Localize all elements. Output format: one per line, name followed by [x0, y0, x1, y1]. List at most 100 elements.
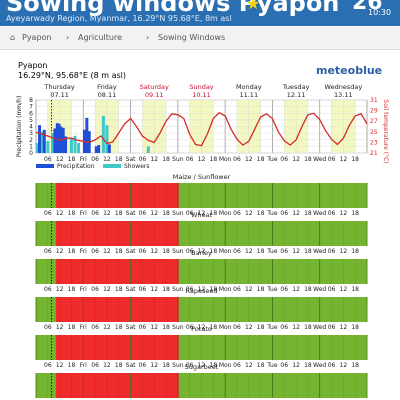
time-axis-tick-label: Wed [313, 286, 326, 293]
precipitation-tick-label: 6 [29, 110, 33, 117]
time-axis-tick-label: 06 [328, 156, 336, 163]
time-axis-tick-label: 12 [198, 362, 206, 369]
time-axis-tick-label: 06 [328, 362, 336, 369]
soil-temperature-tick-label: 27 [370, 118, 378, 125]
crop-unsuitable-band [55, 373, 179, 398]
soil-temperature-tick-label: 25 [370, 129, 378, 136]
crop-name-label: Wheat [191, 211, 213, 219]
time-axis-tick-label: 12 [292, 362, 300, 369]
crop-unsuitable-band [55, 335, 179, 360]
showers-bar [77, 143, 81, 153]
time-axis-tick-label: 18 [210, 210, 218, 217]
breadcrumb-item-agriculture[interactable]: Agriculture [78, 33, 122, 42]
time-axis-tick-label: 12 [292, 210, 300, 217]
time-axis-tick-label: 12 [150, 156, 158, 163]
time-axis-tick-label: 18 [68, 156, 76, 163]
crop-name-label: Barley [191, 249, 212, 257]
precipitation-bar [42, 129, 46, 153]
time-axis-tick-label: 12 [103, 324, 111, 331]
time-axis-tick-label: 18 [257, 286, 265, 293]
time-axis-tick-label: Wed [313, 210, 326, 217]
location-name: Pyapon [18, 61, 48, 70]
time-axis-tick-label: 18 [210, 156, 218, 163]
time-axis-tick-label: 18 [115, 362, 123, 369]
time-axis-tick-label: 06 [233, 286, 241, 293]
breadcrumb-item-place[interactable]: Pyapon [22, 33, 52, 42]
time-axis-tick-label: 18 [68, 324, 76, 331]
time-axis-tick-label: 06 [44, 286, 52, 293]
precipitation-axis-label: Precipitation (mm/h) [16, 96, 23, 158]
soil-temperature-axis-label: Soil temperature (°C) [382, 99, 389, 163]
breadcrumb-item-sowing-windows[interactable]: Sowing Windows [158, 33, 226, 42]
app-header: Sowing windows Pyapon ★ 26 10:30 Ayeyarw… [0, 0, 400, 26]
time-axis-tick-label: Fri [80, 210, 87, 217]
time-axis-tick-label: 06 [328, 286, 336, 293]
time-axis-tick-label: Sat [126, 324, 136, 331]
time-axis-tick-label: 18 [162, 210, 170, 217]
time-axis-tick-label: 06 [186, 156, 194, 163]
time-axis-tick-label: 12 [292, 248, 300, 255]
time-axis-tick-label: 12 [340, 210, 348, 217]
time-axis-tick-label: 06 [280, 286, 288, 293]
time-axis-tick-label: 06 [44, 324, 52, 331]
time-axis-tick-label: 06 [233, 210, 241, 217]
time-axis-tick-label: 12 [198, 324, 206, 331]
time-axis-tick-label: 12 [150, 248, 158, 255]
legend-swatch-precipitation [36, 164, 54, 168]
time-axis-tick-label: 06 [139, 362, 147, 369]
day-name-label: Monday [236, 83, 262, 91]
time-axis-tick-label: Sat [126, 286, 136, 293]
time-axis-tick-label: 06 [186, 324, 194, 331]
day-date-label: 08.11 [98, 91, 117, 99]
showers-bar [35, 143, 39, 153]
day-name-label: Saturday [140, 83, 169, 91]
soil-temperature-tick-label: 23 [370, 139, 378, 146]
showers-bar [46, 141, 50, 153]
time-axis-tick-label: 06 [91, 210, 99, 217]
region-subtitle: Ayeyarwady Region, Myanmar, 16.29°N 95.6… [6, 14, 232, 23]
crop-name-label: Rapeseed [186, 287, 218, 295]
time-axis-tick-label: 18 [257, 248, 265, 255]
crop-unsuitable-band [55, 259, 179, 284]
time-axis-tick-label: 12 [340, 248, 348, 255]
time-axis-tick-label: 12 [103, 248, 111, 255]
showers-bar [69, 138, 73, 153]
day-date-label: 09.11 [145, 91, 164, 99]
time-axis-tick-label: 18 [115, 324, 123, 331]
time-axis-tick-label: 12 [198, 248, 206, 255]
time-axis-tick-label: 06 [280, 210, 288, 217]
crop-unsuitable-band [55, 183, 179, 208]
time-axis-tick-label: 18 [210, 248, 218, 255]
time-axis-tick-label: Wed [313, 156, 326, 163]
time-axis-tick-label: Wed [313, 248, 326, 255]
time-axis-tick-label: 18 [304, 362, 312, 369]
time-axis-tick-label: 12 [150, 362, 158, 369]
time-axis-tick-label: 12 [340, 156, 348, 163]
precipitation-bar [61, 127, 65, 153]
precipitation-bar [38, 125, 42, 153]
time-axis-tick-label: 18 [351, 286, 359, 293]
time-axis-tick-label: 06 [139, 248, 147, 255]
day-name-label: Thursday [44, 83, 75, 91]
time-axis-tick-label: 18 [210, 324, 218, 331]
day-name-label: Friday [97, 83, 117, 91]
time-axis-tick-label: 06 [91, 248, 99, 255]
time-axis-tick-label: 18 [162, 156, 170, 163]
time-axis-tick-label: 18 [115, 210, 123, 217]
precipitation-tick-label: 1 [29, 143, 33, 150]
chevron-right-icon: › [146, 33, 150, 42]
home-icon[interactable]: ⌂ [10, 33, 16, 42]
time-axis-tick-label: 18 [351, 362, 359, 369]
time-axis-tick-label: 12 [103, 362, 111, 369]
location-coordinates: 16.29°N, 95.68°E (8 m asl) [18, 71, 126, 80]
day-name-label: Sunday [189, 83, 213, 91]
time-axis-tick-label: 18 [351, 248, 359, 255]
time-axis-tick-label: Mon [219, 324, 232, 331]
time-axis-tick-label: 12 [56, 362, 64, 369]
time-axis-tick-label: 18 [257, 210, 265, 217]
favorite-star-icon[interactable]: ★ [246, 0, 261, 13]
time-axis-tick-label: 06 [139, 286, 147, 293]
precipitation-bar [97, 145, 101, 153]
time-axis-tick-label: Fri [80, 286, 87, 293]
showers-bar [146, 146, 150, 153]
